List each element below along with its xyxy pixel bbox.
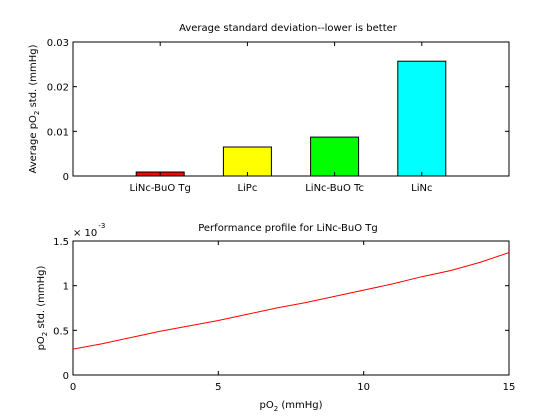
line-chart-x-axis-label: pO2 (mmHg) bbox=[259, 400, 322, 413]
bar-chart-axes-box bbox=[72, 41, 510, 177]
xlabel-part-1: pO bbox=[259, 400, 273, 411]
y-tick-label: 0.01 bbox=[47, 127, 69, 138]
x-tick-label: 10 bbox=[357, 382, 370, 393]
series-line-0 bbox=[72, 252, 510, 350]
x-tick-label: 0 bbox=[70, 382, 76, 393]
y-multiplier-exponent: -3 bbox=[98, 222, 105, 230]
xlabel-part-2: (mmHg) bbox=[278, 400, 322, 411]
xlabel-subscript: 2 bbox=[274, 405, 278, 413]
line-chart: Performance profile for LiNc-BuO Tg 0 0.5… bbox=[36, 222, 515, 413]
line-chart-y-axis-label: pO2 std. (mmHg) bbox=[36, 265, 49, 350]
x-tick-label: 15 bbox=[503, 382, 516, 393]
bar-chart-y-ticks: 0 0.01 0.02 0.03 bbox=[47, 38, 509, 183]
x-tick-label: LiNc bbox=[411, 183, 432, 194]
ylabel2-subscript: 2 bbox=[41, 332, 49, 336]
ylabel-part-1: Average pO bbox=[28, 115, 39, 174]
x-tick-label: LiPc bbox=[237, 183, 257, 194]
ylabel-subscript: 2 bbox=[33, 111, 41, 115]
bar-2 bbox=[310, 136, 360, 177]
line-series-group bbox=[72, 252, 510, 350]
y-tick-label: 1.5 bbox=[53, 237, 69, 248]
bar-chart-y-axis-label: Average pO2 std. (mmHg) bbox=[28, 44, 41, 173]
y-tick-label: 0.02 bbox=[47, 83, 69, 94]
ylabel-part-2: std. (mmHg) bbox=[28, 44, 39, 110]
y-multiplier-base: × 10 bbox=[73, 228, 97, 239]
bar-group bbox=[135, 60, 447, 177]
line-chart-title: Performance profile for LiNc-BuO Tg bbox=[198, 223, 378, 234]
line-chart-axes-box bbox=[72, 240, 510, 376]
line-chart-y-ticks: 0 0.5 1 1.5 bbox=[53, 237, 509, 382]
ylabel2-part-2: std. (mmHg) bbox=[36, 265, 47, 331]
x-tick-label: LiNc-BuO Tg bbox=[130, 183, 191, 194]
bar-1 bbox=[222, 146, 272, 177]
y-tick-label: 1 bbox=[63, 282, 69, 293]
y-tick-label: 0.5 bbox=[53, 326, 69, 337]
line-chart-x-ticks: 0 5 10 15 bbox=[70, 241, 516, 393]
x-tick-label: LiNc-BuO Tc bbox=[305, 183, 364, 194]
y-tick-label: 0 bbox=[63, 371, 69, 382]
y-tick-label: 0.03 bbox=[47, 38, 69, 49]
x-tick-label: 5 bbox=[215, 382, 221, 393]
bar-chart-title: Average standard deviation--lower is bet… bbox=[179, 23, 398, 34]
bar-chart-x-ticks: LiNc-BuO Tg LiPc LiNc-BuO Tc LiNc bbox=[130, 42, 432, 194]
ylabel2-part-1: pO bbox=[36, 336, 47, 350]
bar-chart: Average standard deviation--lower is bet… bbox=[28, 23, 510, 194]
bar-3 bbox=[397, 60, 447, 177]
y-multiplier-label: × 10-3 bbox=[73, 222, 105, 239]
y-tick-label: 0 bbox=[63, 172, 69, 183]
